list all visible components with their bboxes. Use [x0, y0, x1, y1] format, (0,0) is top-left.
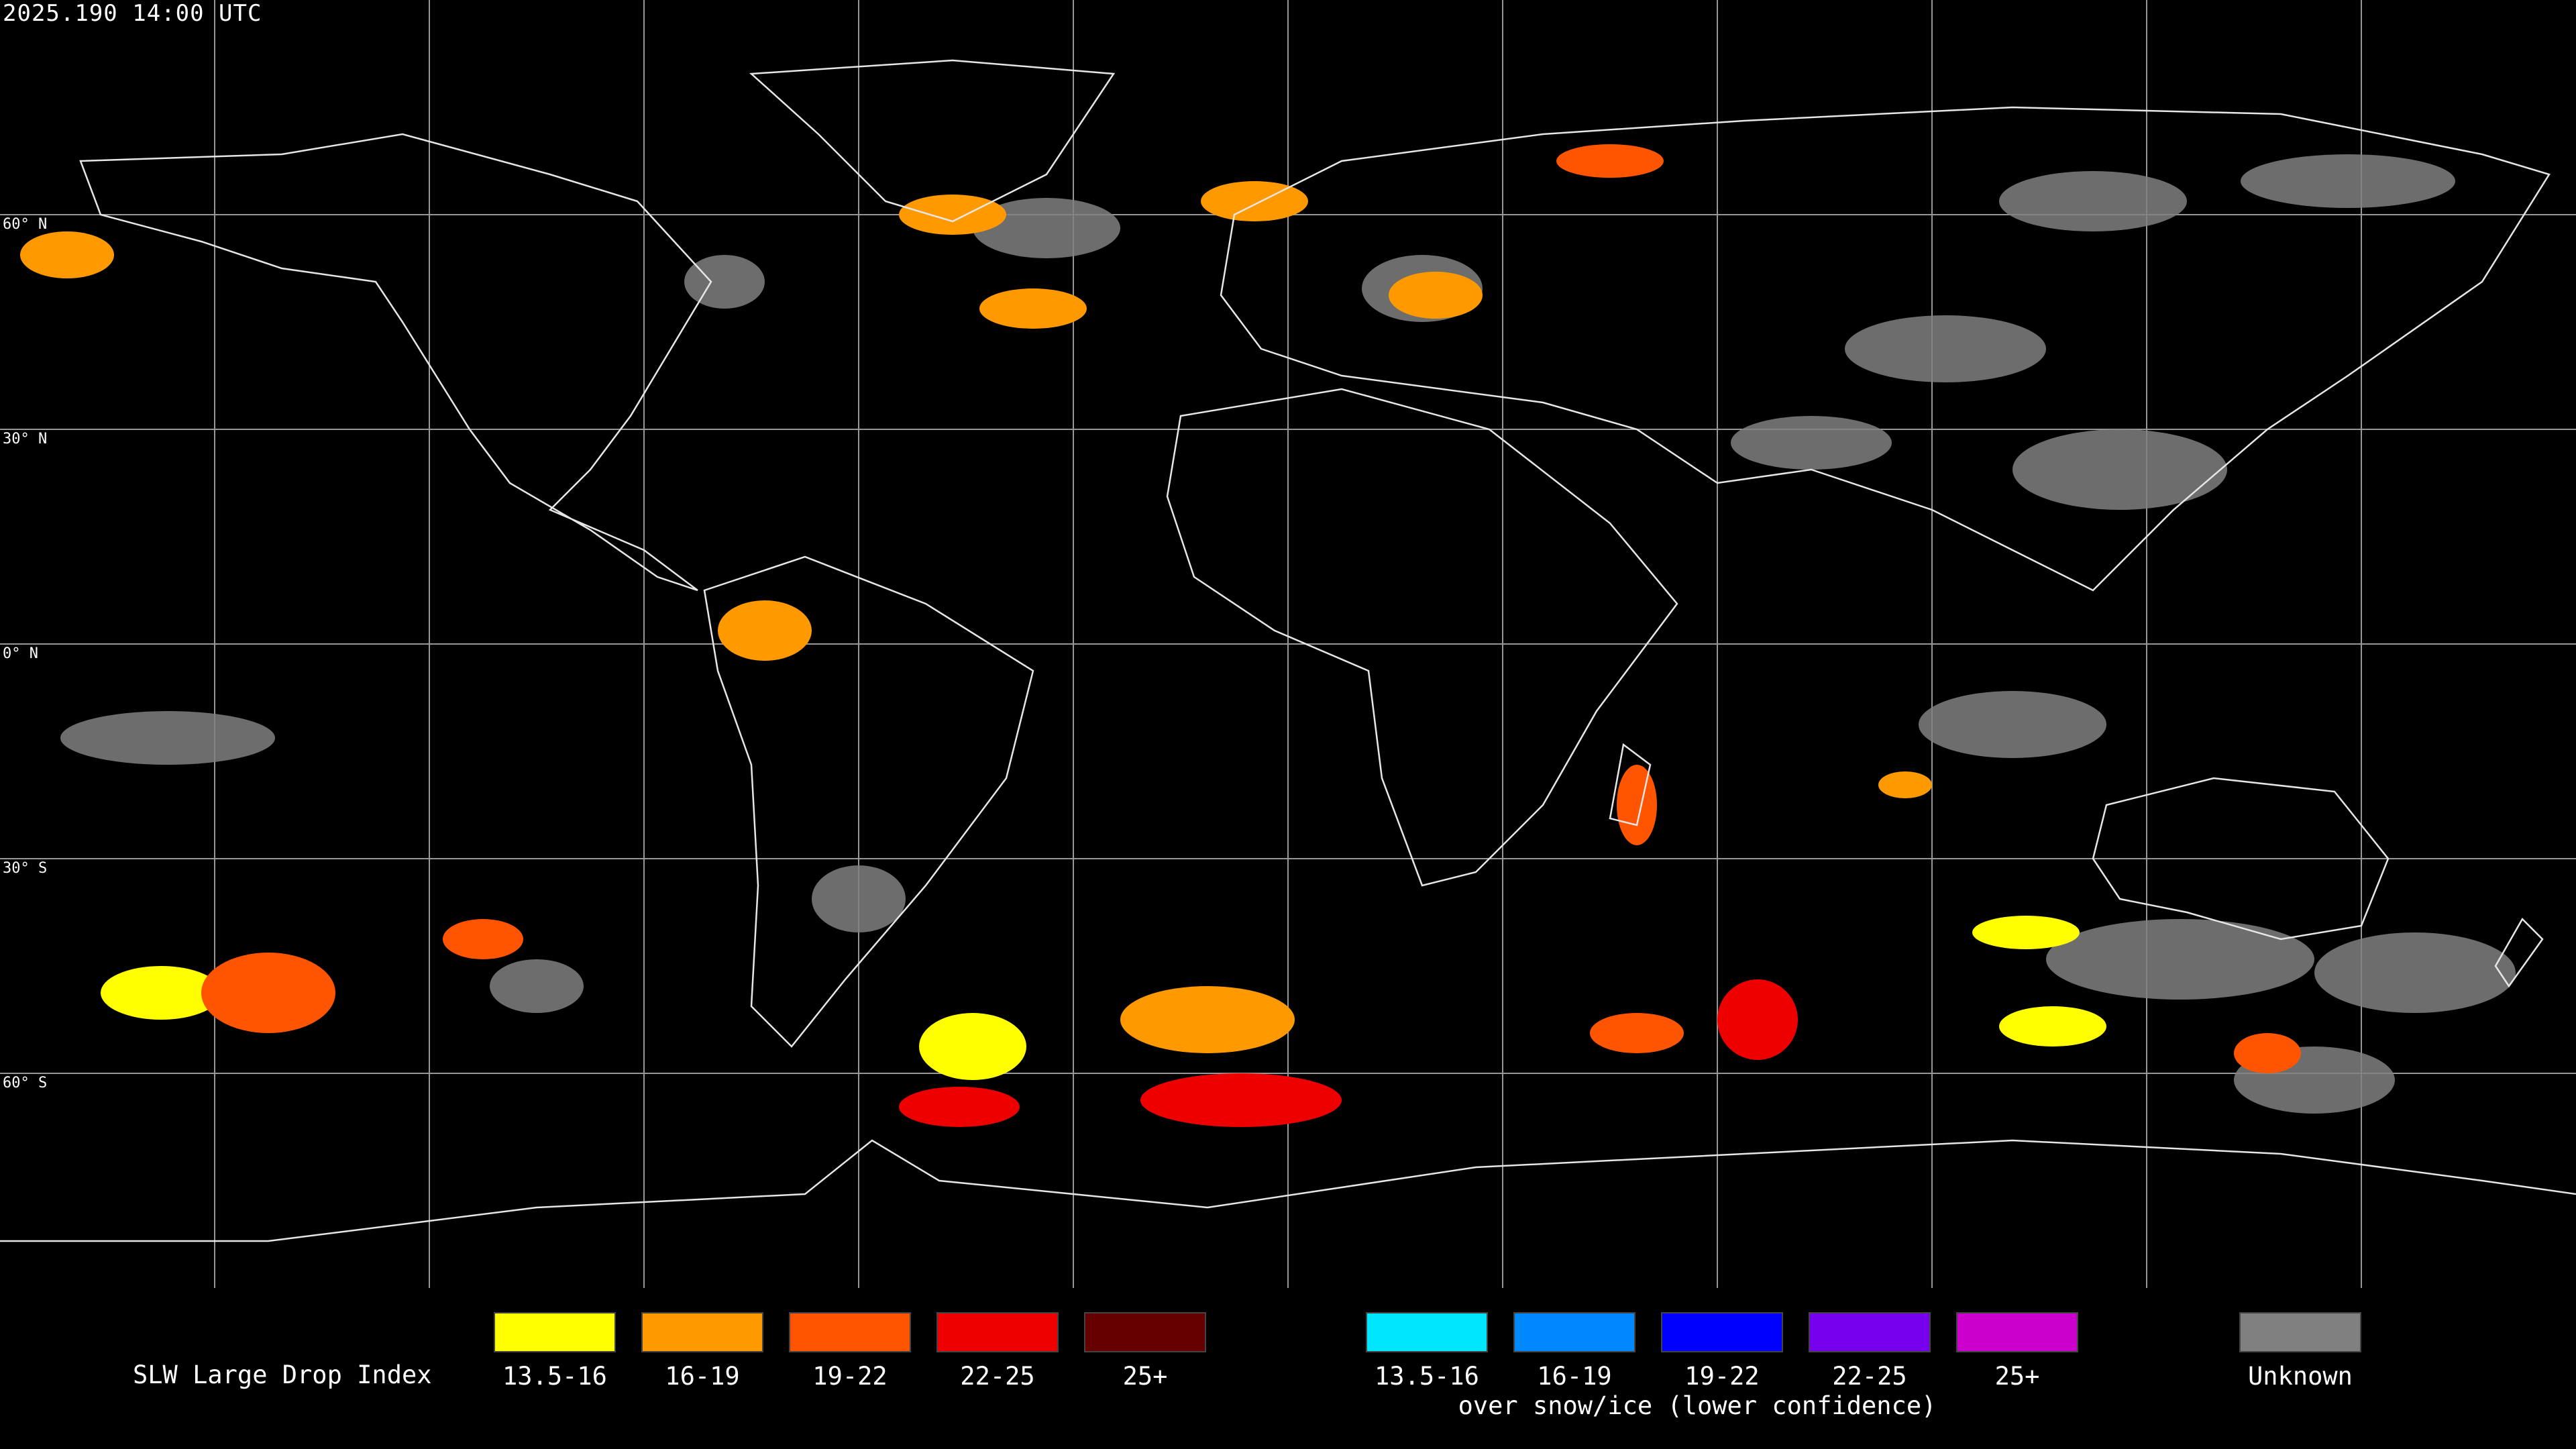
legend-swatch-snow-5 [1956, 1312, 2078, 1352]
legend-swatch-water-5 [1084, 1312, 1206, 1352]
lat-label-60n: 60° N [3, 216, 48, 233]
legend-label-water-5: 25+ [1122, 1362, 1168, 1391]
legend-label-water-3: 19-22 [812, 1362, 888, 1391]
legend-swatch-unknown [2239, 1312, 2361, 1352]
slw-index-regions [20, 144, 2301, 1127]
lat-label-60s: 60° S [3, 1075, 48, 1091]
world-map [0, 0, 2576, 1288]
coastlines [0, 59, 2576, 1242]
legend-swatch-water-4 [936, 1312, 1059, 1352]
legend-label-snow-3: 19-22 [1684, 1362, 1760, 1391]
legend-swatch-snow-2 [1513, 1312, 1635, 1352]
legend-swatch-snow-4 [1809, 1312, 1931, 1352]
legend-label-snow-2: 16-19 [1537, 1362, 1612, 1391]
legend-label-water-2: 16-19 [665, 1362, 740, 1391]
lat-label-30n: 30° N [3, 431, 48, 447]
legend-label-water-1: 13.5-16 [502, 1362, 607, 1391]
legend-label-snow-5: 25+ [1994, 1362, 2040, 1391]
legend-swatch-snow-3 [1661, 1312, 1783, 1352]
legend-swatch-snow-1 [1366, 1312, 1488, 1352]
legend-swatch-water-2 [641, 1312, 763, 1352]
timestamp: 2025.190 14:00 UTC [3, 0, 262, 27]
legend-title: SLW Large Drop Index [133, 1360, 432, 1389]
lat-label-30s: 30° S [3, 860, 48, 877]
lat-label-0n: 0° N [3, 645, 38, 662]
legend-label-unknown: Unknown [2248, 1362, 2353, 1391]
legend-label-water-4: 22-25 [960, 1362, 1035, 1391]
legend [0, 1288, 2576, 1449]
snow-ice-caption: over snow/ice (lower confidence) [1458, 1391, 1937, 1420]
legend-swatch-water-1 [494, 1312, 616, 1352]
legend-label-snow-4: 22-25 [1832, 1362, 1907, 1391]
legend-swatch-water-3 [789, 1312, 911, 1352]
unknown-cloud-regions [60, 154, 2516, 1114]
legend-label-snow-1: 13.5-16 [1375, 1362, 1479, 1391]
